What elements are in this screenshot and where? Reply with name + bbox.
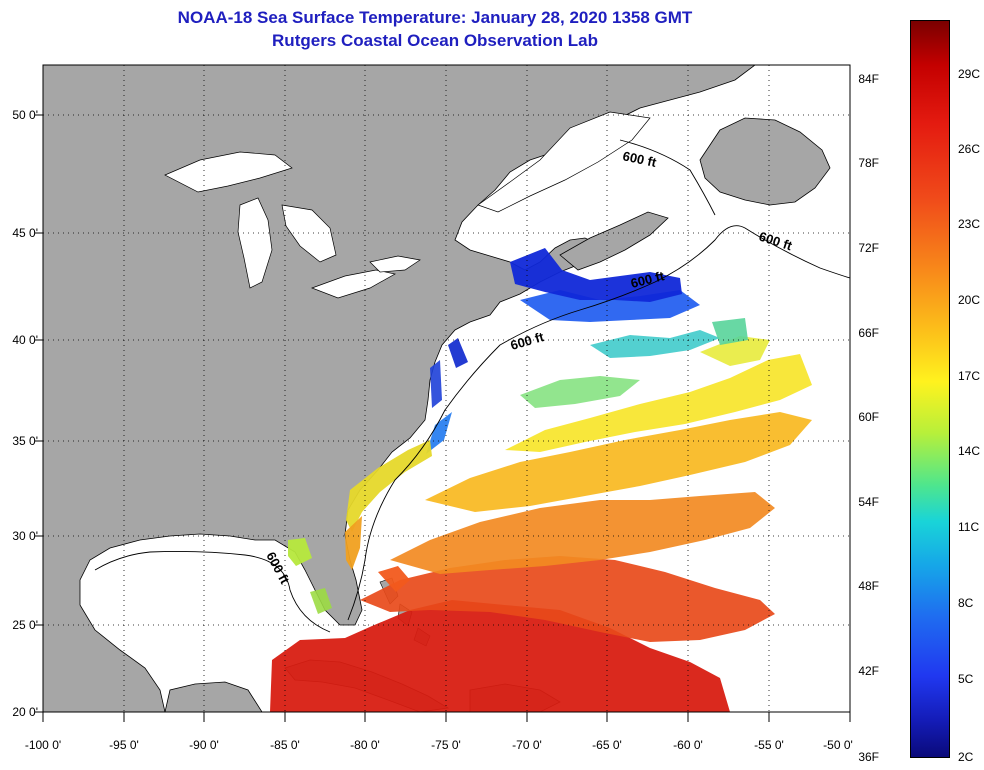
axis-ticks xyxy=(35,114,851,722)
colorbar-celsius-label: 23C xyxy=(958,217,981,231)
colorbar-celsius-label: 5C xyxy=(958,672,974,686)
sst-patch xyxy=(520,376,640,408)
lon-label: -90 0' xyxy=(189,738,219,752)
temperature-colorbar xyxy=(910,20,950,758)
lon-label: -80 0' xyxy=(350,738,380,752)
lat-label: 45 0' xyxy=(12,226,38,240)
nova-scotia xyxy=(559,211,669,271)
colorbar-fahrenheit-label: 66F xyxy=(858,326,879,340)
contour-label: 600 ft xyxy=(621,148,658,170)
depth-contour-600ft xyxy=(94,225,850,633)
colorbar-celsius-label: 14C xyxy=(958,444,981,458)
sst-patch xyxy=(310,588,332,614)
colorbar-celsius-label: 11C xyxy=(958,520,980,534)
colorbar-celsius-label: 8C xyxy=(958,596,974,610)
colorbar-fahrenheit-label: 54F xyxy=(858,495,879,509)
lat-label: 35 0' xyxy=(12,434,38,448)
lat-label: 20 0' xyxy=(12,705,38,719)
colorbar-celsius-label: 17C xyxy=(958,369,981,383)
lon-label: -55 0' xyxy=(754,738,784,752)
colorbar-fahrenheit-label: 84F xyxy=(858,72,879,86)
sst-patch xyxy=(712,318,748,345)
lat-label: 30 0' xyxy=(12,529,38,543)
colorbar-fahrenheit-label: 42F xyxy=(858,664,879,678)
yucatan-peninsula xyxy=(164,681,263,712)
sst-data-layer xyxy=(270,248,812,712)
lon-label: -85 0' xyxy=(270,738,300,752)
sst-patch xyxy=(700,336,770,366)
colorbar-celsius-label: 26C xyxy=(958,142,981,156)
sst-patch xyxy=(360,556,775,642)
sst-patch xyxy=(430,360,442,408)
sst-patch xyxy=(288,538,312,566)
lon-label: -50 0' xyxy=(823,738,853,752)
colorbar-celsius-label: 20C xyxy=(958,293,981,307)
sst-patch xyxy=(510,248,682,302)
colorbar-celsius-label: 2C xyxy=(958,750,974,764)
sst-patch xyxy=(390,492,775,574)
sst-patch xyxy=(505,354,812,452)
sst-patch xyxy=(425,412,812,512)
lat-label: 40 0' xyxy=(12,333,38,347)
lon-label: -65 0' xyxy=(592,738,622,752)
colorbar-fahrenheit-label: 78F xyxy=(858,156,879,170)
map-title: NOAA-18 Sea Surface Temperature: January… xyxy=(177,8,693,27)
newfoundland xyxy=(699,117,831,206)
lat-label: 25 0' xyxy=(12,618,38,632)
sst-patch xyxy=(426,412,452,454)
sst-patch xyxy=(345,516,362,570)
lon-label: -60 0' xyxy=(673,738,703,752)
lon-label: -70 0' xyxy=(512,738,542,752)
sst-patch xyxy=(378,566,410,592)
great-lakes xyxy=(164,151,421,299)
depth-contour-600ft-gulf-stlawrence xyxy=(619,139,716,216)
sst-patch xyxy=(590,330,720,358)
st-lawrence-river xyxy=(477,111,651,213)
lat-label: 50 0' xyxy=(12,108,38,122)
lon-label: -75 0' xyxy=(431,738,461,752)
colorbar-fahrenheit-label: 72F xyxy=(858,241,879,255)
sst-patch xyxy=(448,338,468,368)
lon-label: -100 0' xyxy=(24,738,62,752)
colorbar-fahrenheit-label: 36F xyxy=(858,750,879,764)
colorbar-fahrenheit-label: 48F xyxy=(858,579,879,593)
map-subtitle: Rutgers Coastal Ocean Observation Lab xyxy=(272,31,598,50)
north-america-landmass xyxy=(43,65,756,712)
colorbar-fahrenheit-label: 60F xyxy=(858,410,879,424)
lon-label: -95 0' xyxy=(109,738,139,752)
sst-patch xyxy=(270,600,730,712)
colorbar-celsius-label: 29C xyxy=(958,67,981,81)
